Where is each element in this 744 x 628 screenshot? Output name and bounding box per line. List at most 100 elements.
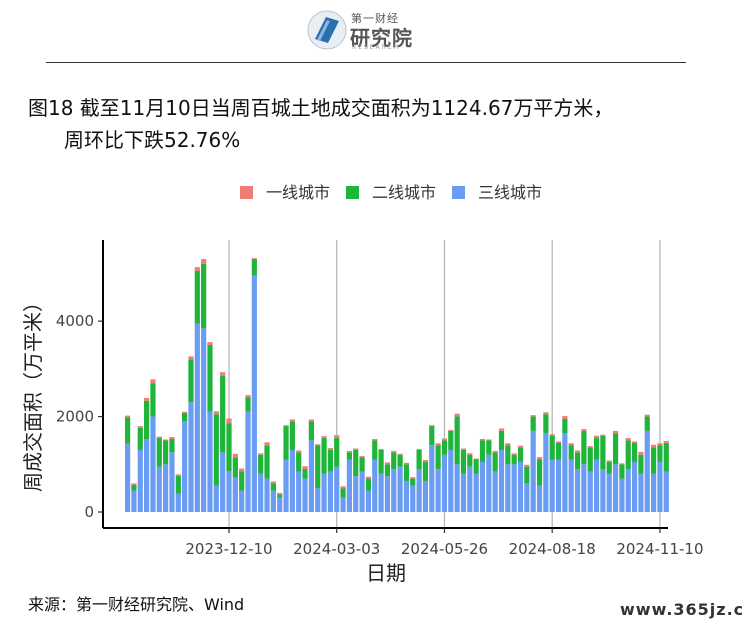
bar-segment: [562, 416, 568, 419]
bar-segment: [644, 416, 650, 431]
legend-swatch: [452, 186, 465, 199]
bar-segment: [536, 485, 543, 512]
bar-segment: [631, 442, 638, 462]
bar-segment: [207, 342, 213, 345]
bar-segment: [213, 414, 219, 486]
bar-segment: [308, 419, 314, 422]
source-note: 来源：第一财经研究院、Wind: [28, 595, 245, 614]
bar-segment: [441, 440, 448, 455]
bar-segment: [169, 438, 175, 453]
bar-segment: [289, 421, 295, 450]
bar-segment: [397, 466, 403, 512]
bar-segment: [403, 480, 410, 512]
bar-segment: [201, 263, 207, 329]
bar-segment: [327, 471, 333, 512]
bar-segment: [397, 454, 403, 467]
bar-segment: [194, 267, 200, 272]
bar-segment: [543, 433, 549, 512]
bar-segment: [315, 445, 321, 489]
bar-segment: [492, 450, 498, 453]
bar-segment: [429, 445, 435, 512]
bar-segment: [517, 447, 524, 462]
bar-segment: [657, 461, 663, 512]
bar-segment: [277, 492, 283, 495]
bar-segment: [574, 452, 581, 470]
bar-segment: [296, 450, 302, 453]
bar-segment: [638, 473, 644, 512]
bar-segment: [587, 471, 593, 512]
bar-segment: [283, 459, 289, 512]
bar-segment: [125, 443, 131, 512]
bar-segment: [435, 469, 441, 512]
bar-segment: [549, 434, 555, 436]
bar-segment: [131, 490, 137, 512]
bar-segment: [650, 444, 657, 448]
bar-segment: [448, 429, 454, 431]
bar-segment: [334, 435, 340, 439]
bar-segment: [125, 415, 131, 418]
bar-segment: [441, 454, 448, 512]
bar-segment: [182, 411, 188, 413]
bar-segment: [372, 459, 378, 512]
bar-segment: [543, 414, 549, 434]
bar-segment: [600, 434, 606, 436]
bar-segment: [258, 473, 264, 512]
bar-segment: [372, 440, 378, 460]
bar-segment: [220, 452, 226, 512]
bar-segment: [315, 444, 321, 446]
bar-segment: [384, 462, 391, 465]
bar-segment: [625, 438, 631, 441]
bar-segment: [359, 457, 365, 472]
bar-segment: [448, 449, 454, 512]
bar-segment: [296, 452, 302, 472]
bar-segment: [543, 412, 549, 415]
bar-segment: [619, 478, 625, 512]
bar-segment: [574, 469, 581, 512]
bar-segment: [378, 473, 384, 512]
bar-segment: [410, 485, 416, 512]
bar-segment: [467, 466, 473, 512]
bar-segment: [137, 426, 143, 429]
bar-segment: [156, 436, 162, 439]
bar-segment: [581, 464, 587, 512]
bar-segment: [473, 459, 479, 474]
bar-segment: [657, 445, 663, 462]
bar-segment: [359, 456, 365, 458]
figure-title-line2: 周环比下跌52.76%: [64, 128, 241, 152]
bar-segment: [156, 438, 162, 467]
x-tick-label: 2024-11-10: [616, 540, 703, 558]
bar-segment: [346, 452, 352, 460]
bar-segment: [625, 440, 631, 470]
bar-segment: [663, 442, 669, 472]
bar-segment: [448, 430, 454, 450]
bar-segment: [391, 450, 397, 453]
bar-segment: [587, 447, 593, 472]
bar-segment: [549, 459, 555, 512]
bar-segment: [638, 454, 644, 474]
bar-segment: [492, 471, 498, 512]
bar-segment: [606, 460, 612, 462]
bar-segment: [144, 397, 150, 401]
bar-segment: [251, 259, 257, 276]
bar-segment: [650, 473, 657, 512]
y-axis-label: 周成交面积（万平米）: [21, 292, 45, 492]
bar-segment: [581, 428, 587, 431]
bar-segment: [403, 462, 410, 465]
bar-segment: [429, 425, 435, 427]
bar-segment: [340, 497, 346, 512]
bar-segment: [606, 461, 612, 474]
bar-segment: [182, 412, 188, 422]
bar-segment: [131, 484, 137, 491]
logo-brand-english: RESEARCH: [352, 44, 401, 51]
bar-segment: [321, 473, 327, 512]
bar-segment: [270, 490, 276, 512]
figure-title-line1: 图18 截至11月10日当周百城土地成交面积为1124.67万平方米，: [28, 96, 614, 120]
bar-segment: [264, 442, 270, 446]
bar-segment: [201, 328, 207, 512]
bar-segment: [220, 372, 226, 376]
bar-segment: [568, 459, 574, 512]
bar-segment: [296, 471, 302, 512]
bar-segment: [239, 468, 245, 472]
stacked-bar-chart: 一线城市 二线城市 三线城市 0 2000 4000 2023-12-10 2024-03…: [21, 183, 704, 585]
bar-segment: [479, 440, 486, 462]
